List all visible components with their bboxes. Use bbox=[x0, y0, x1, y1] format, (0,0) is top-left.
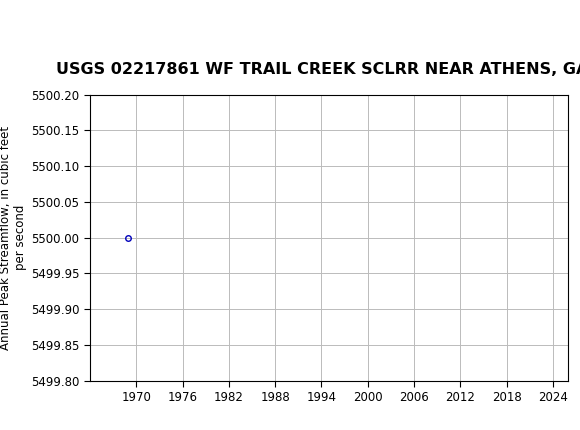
Text: USGS 02217861 WF TRAIL CREEK SCLRR NEAR ATHENS, GA: USGS 02217861 WF TRAIL CREEK SCLRR NEAR … bbox=[56, 61, 580, 77]
Text: USGS: USGS bbox=[36, 9, 96, 28]
Y-axis label: Annual Peak Streamflow, in cubic feet
per second: Annual Peak Streamflow, in cubic feet pe… bbox=[0, 126, 27, 350]
